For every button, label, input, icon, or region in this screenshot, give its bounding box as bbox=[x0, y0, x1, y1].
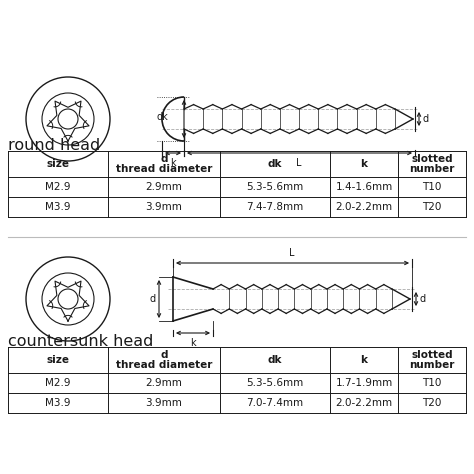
Text: thread diameter: thread diameter bbox=[116, 360, 212, 370]
Text: size: size bbox=[46, 355, 70, 365]
Text: M3.9: M3.9 bbox=[45, 202, 71, 212]
Text: d: d bbox=[160, 154, 168, 164]
Text: 3.9mm: 3.9mm bbox=[146, 398, 182, 408]
Text: M2.9: M2.9 bbox=[45, 378, 71, 388]
Text: slotted: slotted bbox=[411, 350, 453, 360]
Text: 7.0-7.4mm: 7.0-7.4mm bbox=[246, 398, 303, 408]
Text: 2.0-2.2mm: 2.0-2.2mm bbox=[336, 398, 392, 408]
Text: 2.0-2.2mm: 2.0-2.2mm bbox=[336, 202, 392, 212]
Text: L: L bbox=[289, 248, 294, 258]
Text: k: k bbox=[190, 338, 196, 348]
Text: 1.7-1.9mm: 1.7-1.9mm bbox=[336, 378, 392, 388]
Text: 7.4-7.8mm: 7.4-7.8mm bbox=[246, 202, 304, 212]
Text: 2.9mm: 2.9mm bbox=[146, 182, 182, 192]
Text: k: k bbox=[361, 355, 367, 365]
Text: k: k bbox=[170, 158, 176, 168]
Text: d: d bbox=[420, 294, 426, 304]
Text: number: number bbox=[410, 360, 455, 370]
Text: T20: T20 bbox=[422, 202, 442, 212]
Text: d: d bbox=[150, 294, 156, 304]
Text: 5.3-5.6mm: 5.3-5.6mm bbox=[246, 378, 304, 388]
Text: thread diameter: thread diameter bbox=[116, 164, 212, 174]
Text: k: k bbox=[361, 159, 367, 169]
Text: T20: T20 bbox=[422, 398, 442, 408]
Text: 5.3-5.6mm: 5.3-5.6mm bbox=[246, 182, 304, 192]
Text: L: L bbox=[296, 158, 301, 168]
Text: number: number bbox=[410, 164, 455, 174]
Text: 2.9mm: 2.9mm bbox=[146, 378, 182, 388]
Text: d: d bbox=[160, 350, 168, 360]
Text: dk: dk bbox=[156, 112, 168, 122]
Text: dk: dk bbox=[268, 159, 282, 169]
Text: 3.9mm: 3.9mm bbox=[146, 202, 182, 212]
Text: M3.9: M3.9 bbox=[45, 398, 71, 408]
Text: round head: round head bbox=[8, 138, 100, 153]
Text: M2.9: M2.9 bbox=[45, 182, 71, 192]
Text: 1.4-1.6mm: 1.4-1.6mm bbox=[336, 182, 392, 192]
Text: T10: T10 bbox=[422, 182, 442, 192]
Text: dk: dk bbox=[268, 355, 282, 365]
Text: d: d bbox=[423, 114, 429, 124]
Text: slotted: slotted bbox=[411, 154, 453, 164]
Text: countersunk head: countersunk head bbox=[8, 334, 154, 349]
Text: T10: T10 bbox=[422, 378, 442, 388]
Text: size: size bbox=[46, 159, 70, 169]
